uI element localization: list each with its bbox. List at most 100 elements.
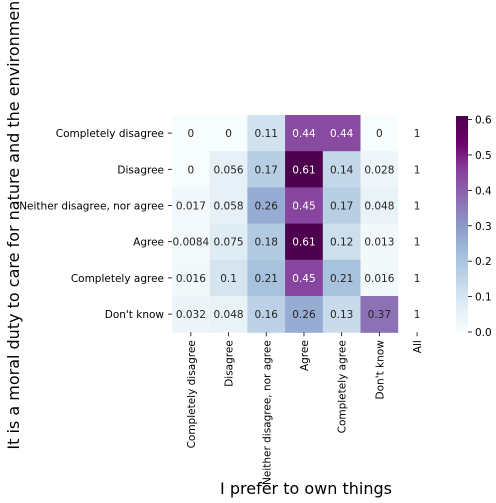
heatmap-cell-label: 0 xyxy=(188,128,195,140)
heatmap-cell-labels: 0 0 0.11 0.44 0.44 0 1 0 0.056 0.17 0.61 0.14 0.028 1… xyxy=(172,128,420,321)
heatmap-cell xyxy=(322,296,362,333)
heatmap-cell xyxy=(398,187,437,225)
heatmap-cell xyxy=(285,115,324,152)
heatmap-cell-label: 0.032 xyxy=(176,309,206,321)
heatmap-cell xyxy=(322,115,362,152)
heatmap-cell xyxy=(285,151,324,188)
heatmap-cell-label: 0.13 xyxy=(330,309,353,321)
heatmap-cell xyxy=(247,296,286,333)
heatmap-cell xyxy=(360,151,399,188)
x-axis-tick-label: Completely disagree xyxy=(186,340,198,448)
y-axis-tick-labels: Completely disagree Disagree Neither disag… xyxy=(19,128,172,321)
heatmap-cell xyxy=(285,223,324,261)
heatmap-cell-label: 0.61 xyxy=(292,237,315,249)
colorbar-tick-label: 0.4 xyxy=(475,185,492,197)
heatmap-cell xyxy=(247,151,286,188)
heatmap-cell-label: 0.12 xyxy=(330,237,353,249)
heatmap-cell xyxy=(209,259,248,297)
heatmap-cell xyxy=(247,115,286,152)
heatmap-cell-label: 0.048 xyxy=(214,309,244,321)
heatmap-cell xyxy=(322,223,362,261)
heatmap-cell-label: 0.44 xyxy=(330,128,354,140)
heatmap-cell xyxy=(398,151,437,188)
x-axis-tick-label: Completely agree xyxy=(337,340,349,433)
heatmap-cell xyxy=(360,187,399,225)
heatmap-cell-label: 0.17 xyxy=(330,201,353,213)
heatmap-cell xyxy=(360,296,399,333)
heatmap-cell-label: 0.61 xyxy=(292,164,315,176)
heatmap-cell xyxy=(247,259,286,297)
heatmap-cell-label: 0.013 xyxy=(364,237,394,249)
heatmap-cell-label: 0.11 xyxy=(255,128,278,140)
heatmap-cell xyxy=(360,259,399,297)
heatmap-cell xyxy=(209,223,248,261)
heatmap-cell xyxy=(172,187,211,225)
heatmap-cell xyxy=(209,151,248,188)
heatmap-cell-label: 0.14 xyxy=(330,164,354,176)
heatmap-cell-label: 0.26 xyxy=(255,201,279,213)
colorbar: 0.0 0.1 0.2 0.3 0.4 0.5 0.6 xyxy=(456,115,492,339)
heatmap-cell-label: 0.21 xyxy=(330,273,353,285)
heatmap-cell-label: 0.44 xyxy=(292,128,316,140)
colorbar-tick-label: 0.0 xyxy=(475,327,492,339)
heatmap-cell xyxy=(247,187,286,225)
colorbar-gradient xyxy=(456,116,468,332)
colorbar-tick-label: 0.3 xyxy=(475,221,492,233)
heatmap-cell xyxy=(398,296,437,333)
heatmap-cell-label: 0.0084 xyxy=(172,237,209,249)
heatmap-cell-label: 1 xyxy=(414,164,421,176)
y-axis-label: It is a moral duty to care for nature an… xyxy=(4,0,23,450)
x-axis-tick-label: Neither disagree, nor agree xyxy=(261,340,273,485)
heatmap-cell-label: 0 xyxy=(225,128,232,140)
heatmap-cell xyxy=(247,223,286,261)
x-axis-tick-labels: Completely disagree Disagree Neither disag… xyxy=(186,332,424,485)
heatmap-cell xyxy=(360,223,399,261)
colorbar-tick-label: 0.5 xyxy=(475,150,492,162)
heatmap-cell xyxy=(209,115,248,152)
heatmap-cell-label: 0.16 xyxy=(255,309,279,321)
x-axis-tick-label: Don't know xyxy=(374,340,386,400)
heatmap-cell-label: 0.017 xyxy=(176,201,206,213)
heatmap-cell xyxy=(398,223,437,261)
heatmap-cell-label: 0.17 xyxy=(255,164,278,176)
heatmap-cell-label: 1 xyxy=(414,201,421,213)
heatmap-cell-label: 0.028 xyxy=(364,164,394,176)
heatmap-cell-label: 0.45 xyxy=(292,201,315,213)
heatmap-cell-label: 0 xyxy=(188,164,195,176)
heatmap-cell-label: 0.26 xyxy=(292,309,316,321)
heatmap-cell xyxy=(322,259,362,297)
heatmap-cell-label: 0.058 xyxy=(214,201,244,213)
y-axis-tick-label: Don't know xyxy=(105,309,165,321)
x-axis-tick-label: Disagree xyxy=(224,340,236,387)
y-axis-tick-label: Disagree xyxy=(117,164,164,176)
heatmap-cell xyxy=(285,296,324,333)
heatmap-cell xyxy=(398,115,437,152)
heatmap-cell-label: 1 xyxy=(414,237,421,249)
colorbar-tick-label: 0.6 xyxy=(475,115,492,127)
heatmap-cell-label: 1 xyxy=(414,128,421,140)
heatmap-cell xyxy=(322,151,362,188)
heatmap-cell-label: 1 xyxy=(414,309,421,321)
heatmap-cell xyxy=(172,151,211,188)
heatmap-cell xyxy=(209,187,248,225)
colorbar-tick-label: 0.2 xyxy=(475,256,492,268)
x-axis-label: I prefer to own things xyxy=(220,479,392,498)
y-axis-tick-label: Neither disagree, nor agree xyxy=(19,201,164,213)
y-axis-tick-label: Completely disagree xyxy=(56,128,164,140)
heatmap-cell xyxy=(172,115,211,152)
heatmap-cell-label: 0.18 xyxy=(255,237,278,249)
heatmap-cell-label: 0 xyxy=(376,128,383,140)
heatmap-cell-label: 0.016 xyxy=(176,273,206,285)
heatmap-cell-label: 0.45 xyxy=(292,273,315,285)
heatmap-cell xyxy=(398,259,437,297)
heatmap-cell-label: 1 xyxy=(414,273,421,285)
x-axis-tick-label: All xyxy=(412,340,424,353)
heatmap-cell xyxy=(172,259,211,297)
y-axis-tick-label: Agree xyxy=(133,237,164,249)
heatmap-cell-label: 0.016 xyxy=(364,273,394,285)
heatmap-cell xyxy=(285,259,324,297)
heatmap-cell xyxy=(322,187,362,225)
heatmap-cell xyxy=(209,296,248,333)
heatmap-cell-label: 0.056 xyxy=(214,164,244,176)
